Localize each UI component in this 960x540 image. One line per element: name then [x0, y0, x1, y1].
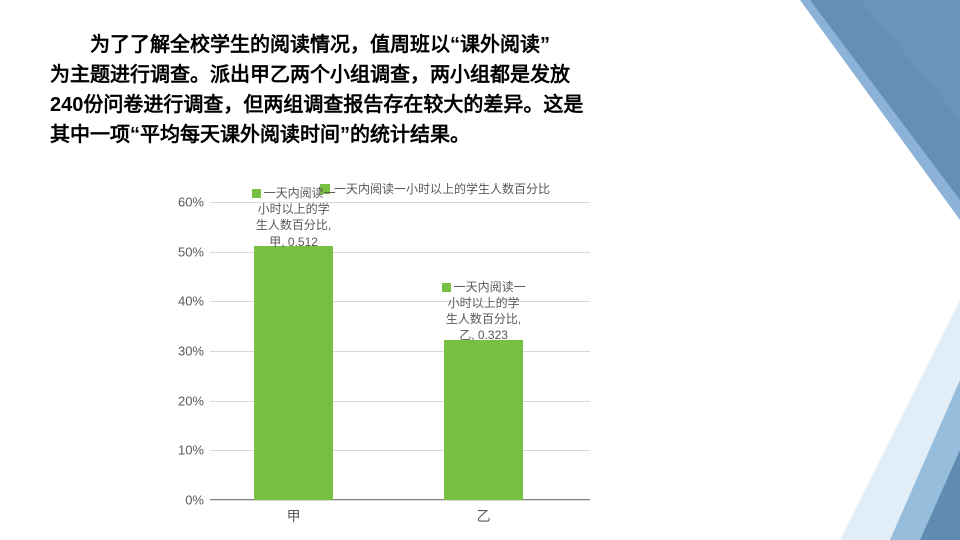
para-line3: 240份问卷进行调查，但两组调查报告存在较大的差异。这是: [50, 94, 583, 116]
para-line4: 其中一项“平均每天课外阅读时间”的统计结果。: [50, 124, 470, 146]
x-category-label: 乙: [477, 506, 491, 526]
bar-chart: 一天内阅读一小时以上的学生人数百分比 0%10%20%30%40%50%60%甲…: [130, 180, 650, 530]
x-category-label: 甲: [287, 506, 301, 526]
y-tick-label: 40%: [178, 294, 204, 309]
data-label: 一天内阅读一小时以上的学生人数百分比,甲, 0.512: [224, 185, 364, 250]
y-tick-label: 0%: [185, 493, 204, 508]
y-tick-label: 60%: [178, 195, 204, 210]
y-tick-label: 50%: [178, 244, 204, 259]
y-tick-label: 10%: [178, 443, 204, 458]
y-tick-label: 20%: [178, 393, 204, 408]
data-label: 一天内阅读一小时以上的学生人数百分比,乙, 0.323: [414, 279, 554, 344]
y-tick-label: 30%: [178, 344, 204, 359]
plot-area: 0%10%20%30%40%50%60%甲一天内阅读一小时以上的学生人数百分比,…: [210, 202, 590, 500]
legend-text: 一天内阅读一小时以上的学生人数百分比: [334, 180, 550, 197]
gridline: [210, 500, 590, 501]
bar-甲: [254, 246, 334, 500]
para-line2: 为主题进行调查。派出甲乙两个小组调查，两小组都是发放: [50, 64, 570, 86]
bar-乙: [444, 340, 524, 500]
intro-paragraph: 为了了解全校学生的阅读情况，值周班以“课外阅读” 为主题进行调查。派出甲乙两个小…: [50, 30, 750, 150]
para-line1: 为了了解全校学生的阅读情况，值周班以“课外阅读”: [90, 34, 550, 56]
